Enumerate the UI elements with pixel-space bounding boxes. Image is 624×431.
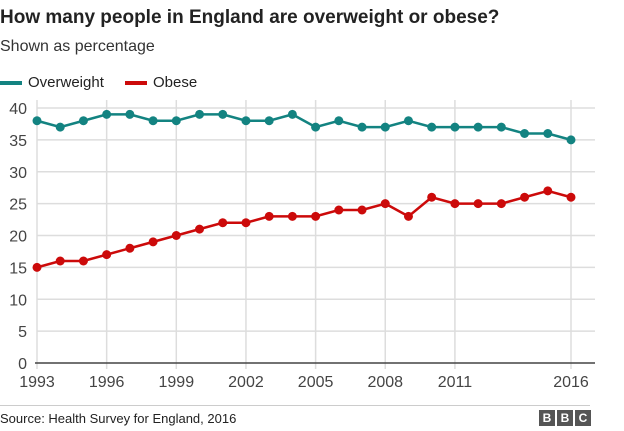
data-point-obese	[403, 211, 413, 221]
data-point-obese	[287, 211, 297, 221]
data-point-obese	[264, 211, 274, 221]
data-point-obese	[380, 199, 390, 209]
y-tick-label: 35	[9, 133, 27, 150]
x-tick-label: 1996	[89, 374, 125, 391]
data-point-obese	[334, 205, 344, 215]
data-point-overweight	[218, 109, 228, 119]
data-point-obese	[520, 192, 530, 202]
data-point-overweight	[473, 122, 483, 132]
x-tick-label: 1999	[159, 374, 195, 391]
divider	[0, 405, 590, 406]
legend-label: Overweight	[28, 74, 104, 91]
data-point-overweight	[403, 116, 413, 126]
data-point-overweight	[241, 116, 251, 126]
x-tick-label: 2005	[298, 374, 334, 391]
data-point-overweight	[78, 116, 88, 126]
data-point-overweight	[311, 122, 321, 132]
data-point-overweight	[543, 129, 553, 138]
data-point-overweight	[380, 122, 390, 132]
data-point-obese	[357, 205, 367, 215]
data-point-obese	[32, 262, 42, 272]
data-point-obese	[78, 256, 88, 266]
y-tick-label: 20	[9, 229, 27, 246]
legend-label: Obese	[153, 74, 198, 91]
x-tick-label: 2002	[228, 374, 264, 391]
y-tick-label: 40	[9, 101, 27, 118]
data-point-overweight	[32, 116, 42, 126]
data-point-obese	[496, 199, 506, 209]
data-point-obese	[450, 199, 460, 209]
data-point-obese	[148, 237, 158, 247]
data-point-overweight	[195, 109, 205, 119]
data-point-obese	[543, 186, 553, 196]
y-tick-label: 25	[9, 197, 27, 214]
data-point-overweight	[450, 122, 460, 132]
x-tick-label: 1993	[19, 374, 55, 391]
data-point-overweight	[148, 116, 158, 126]
data-point-obese	[473, 199, 483, 209]
data-point-overweight	[566, 135, 576, 145]
data-point-obese	[427, 192, 437, 202]
x-tick-label: 2008	[367, 374, 403, 391]
data-point-overweight	[496, 122, 506, 132]
y-tick-label: 15	[9, 260, 27, 277]
legend-obese: Obese	[125, 74, 197, 91]
legend-overweight: Overweight	[0, 74, 104, 91]
series-line-overweight	[36, 113, 572, 142]
data-point-overweight	[287, 109, 297, 119]
y-tick-label: 5	[18, 324, 27, 341]
data-point-obese	[102, 250, 112, 260]
y-tick-label: 30	[9, 165, 27, 182]
data-point-overweight	[520, 129, 530, 138]
data-point-overweight	[264, 116, 274, 126]
series-line-obese	[36, 189, 572, 269]
data-point-obese	[171, 231, 181, 240]
y-tick-label: 10	[9, 292, 27, 309]
data-point-overweight	[55, 122, 65, 132]
data-point-overweight	[102, 109, 112, 119]
data-point-obese	[241, 218, 251, 228]
x-tick-label: 2011	[438, 374, 473, 391]
chart-subtitle: Shown as percentage	[0, 38, 155, 55]
data-point-obese	[311, 211, 321, 221]
data-point-overweight	[334, 116, 344, 126]
data-point-overweight	[357, 122, 367, 132]
data-point-obese	[55, 256, 65, 266]
data-point-overweight	[125, 109, 135, 119]
data-point-overweight	[427, 122, 437, 132]
data-point-obese	[125, 243, 135, 253]
data-point-obese	[218, 218, 228, 228]
data-point-obese	[195, 224, 205, 234]
y-tick-label: 0	[18, 356, 27, 373]
x-tick-label: 2016	[553, 374, 589, 391]
data-point-obese	[566, 192, 576, 202]
data-point-overweight	[171, 116, 181, 126]
chart-title: How many people in England are overweigh…	[0, 7, 500, 28]
source-note: Source: Health Survey for England, 2016	[0, 411, 237, 426]
